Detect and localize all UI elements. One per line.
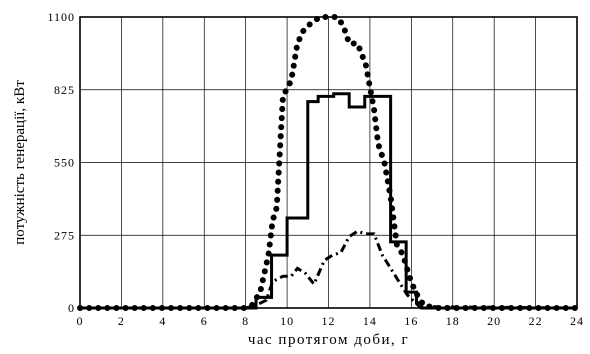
x-tick-label: 24 [570,314,584,328]
x-tick-label: 8 [242,314,249,328]
x-tick-labels: 0 2 4 6 8 10 12 14 16 18 20 22 24 [77,314,584,328]
x-tick-label: 4 [159,314,166,328]
y-tick-label: 275 [54,228,75,242]
y-tick-label: 0 [68,301,75,315]
x-tick-label: 2 [118,314,125,328]
y-axis-label: потужність генерації, кВт [12,80,28,245]
y-tick-label: 1100 [47,10,75,24]
plot-frame [79,16,578,309]
x-tick-label: 18 [446,314,460,328]
x-tick-label: 22 [529,314,543,328]
x-tick-label: 14 [363,314,377,328]
y-tick-labels: 0 275 550 825 1100 [47,10,75,315]
x-tick-label: 16 [404,314,418,328]
x-tick-label: 10 [280,314,294,328]
x-tick-label: 6 [201,314,208,328]
series-layer [77,14,580,311]
series-line-2 [77,14,580,311]
grid [79,16,578,309]
y-tick-label: 825 [54,83,75,97]
series-line-3 [80,229,578,310]
x-tick-label: 20 [487,314,501,328]
x-tick-label: 0 [77,314,84,328]
x-tick-label: 12 [322,314,336,328]
x-axis-label: час протягом доби, г [248,332,409,348]
y-tick-label: 550 [54,156,75,170]
